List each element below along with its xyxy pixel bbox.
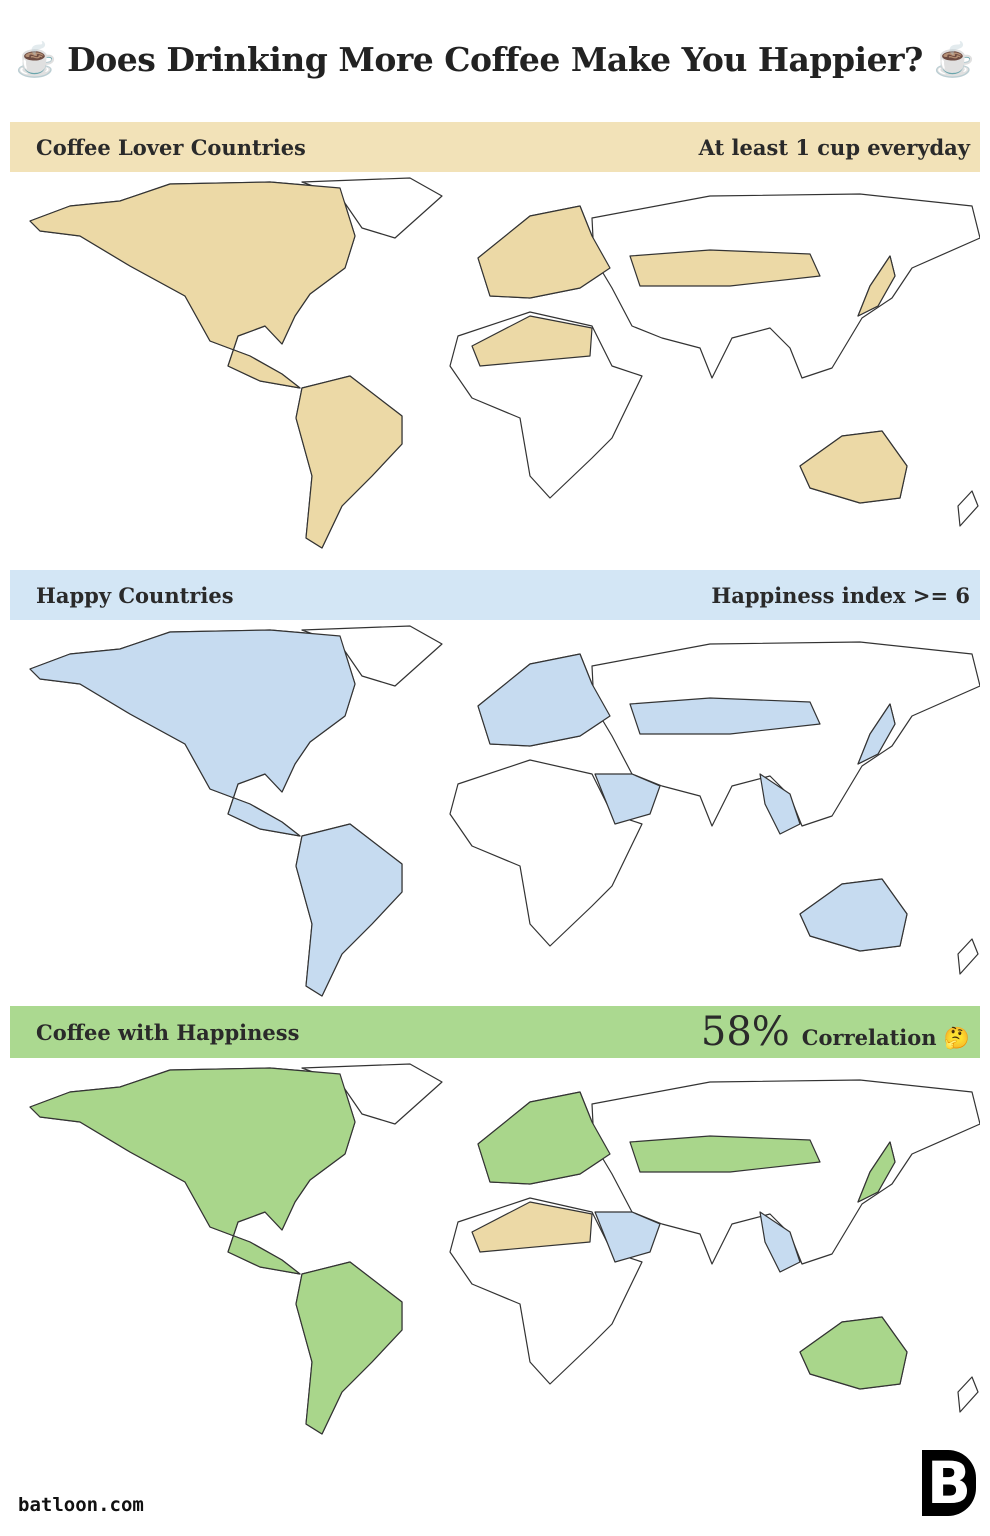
panel-note: At least 1 cup everyday: [698, 134, 970, 160]
highlighted-region: [29, 629, 356, 837]
highlighted-region: [594, 1211, 661, 1263]
highlighted-region: [799, 1316, 908, 1390]
highlighted-region: [799, 878, 908, 952]
panel-label: Coffee Lover Countries: [36, 134, 306, 160]
panel-note: Correlation 🤔: [801, 1025, 970, 1050]
logo: B: [922, 1450, 976, 1516]
land: [957, 490, 979, 527]
highlighted-region: [471, 1201, 593, 1253]
highlighted-region: [594, 773, 661, 825]
highlighted-region: [295, 823, 403, 997]
highlighted-region: [857, 1141, 896, 1203]
panel-header: Happy Countries Happiness index >= 6: [10, 570, 980, 620]
panel-header: Coffee Lover Countries At least 1 cup ev…: [10, 122, 980, 172]
land: [449, 759, 643, 947]
highlighted-region: [629, 249, 821, 287]
title: ☕ Does Drinking More Coffee Make You Hap…: [15, 40, 975, 79]
highlighted-region: [629, 1135, 821, 1173]
highlighted-region: [759, 1211, 801, 1273]
land: [957, 1376, 979, 1413]
highlighted-region: [629, 697, 821, 735]
highlighted-region: [857, 703, 896, 765]
highlighted-region: [759, 773, 801, 835]
highlighted-region: [295, 1261, 403, 1435]
correlation-figure: 58%: [700, 1009, 790, 1055]
world-map: [29, 1063, 980, 1435]
world-map: [29, 625, 980, 997]
highlighted-region: [29, 1067, 356, 1275]
highlighted-region: [857, 255, 896, 317]
land: [957, 938, 979, 975]
panel-header: Coffee with Happiness 58% Correlation 🤔: [10, 1006, 980, 1058]
site-name: batloon.com: [18, 1494, 144, 1516]
highlighted-region: [29, 181, 356, 389]
highlighted-region: [477, 1091, 611, 1185]
panel-label: Coffee with Happiness: [36, 1019, 300, 1045]
land: [591, 193, 980, 379]
highlighted-region: [471, 315, 593, 367]
highlighted-region: [799, 430, 908, 504]
world-map: [29, 177, 980, 549]
panel-note: Happiness index >= 6: [711, 582, 970, 608]
highlighted-region: [295, 375, 403, 549]
panel-label: Happy Countries: [36, 582, 234, 608]
highlighted-region: [477, 653, 611, 747]
highlighted-region: [477, 205, 611, 299]
